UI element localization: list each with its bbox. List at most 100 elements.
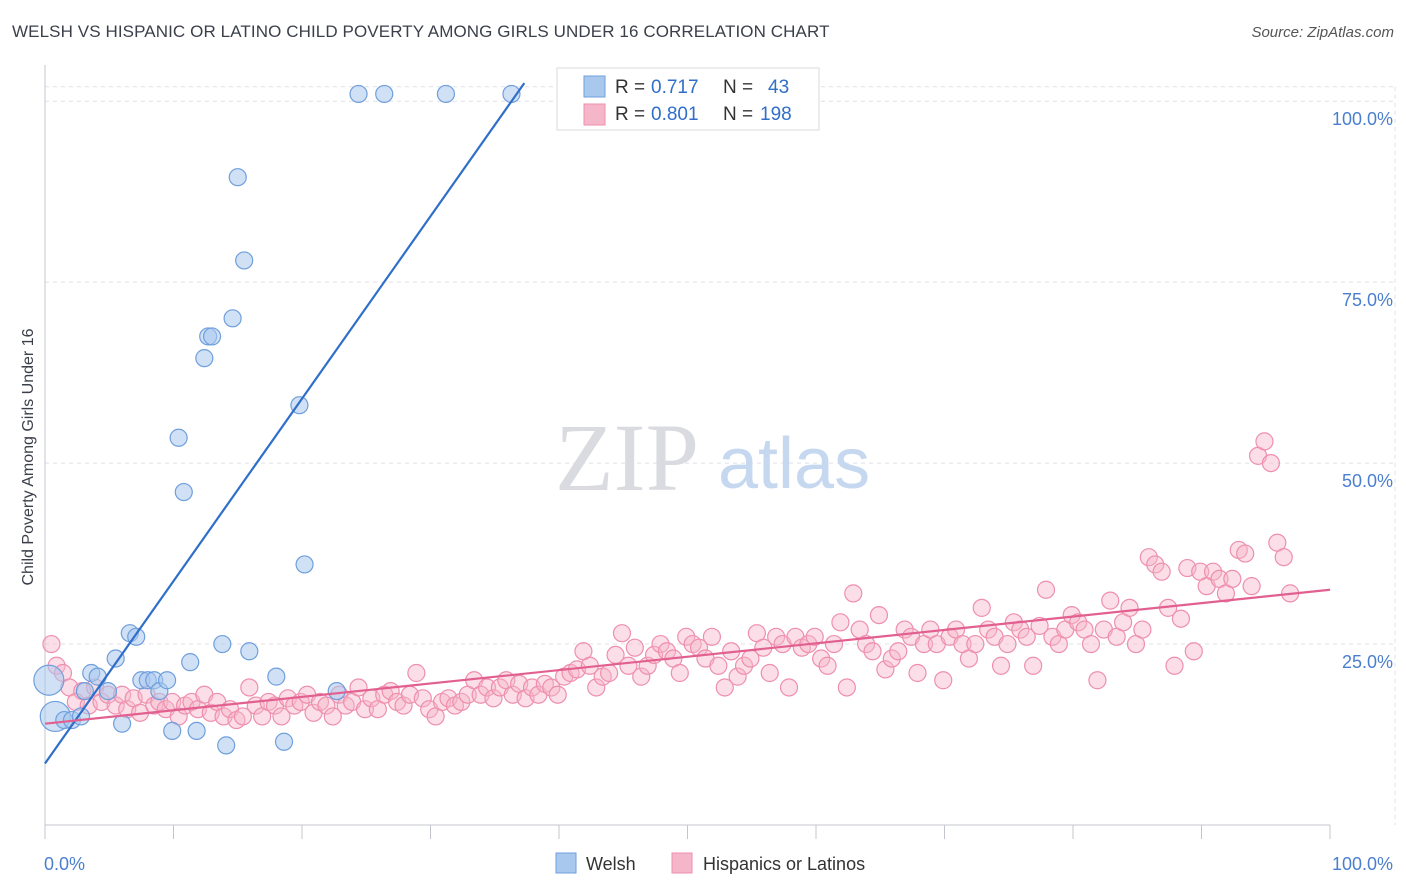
- hispanic-point: [863, 642, 882, 661]
- hispanic-point: [1152, 562, 1171, 581]
- hispanic-point: [908, 663, 927, 683]
- x-tick-label-min: 0.0%: [44, 854, 85, 874]
- welsh-point: [181, 653, 200, 672]
- hispanic-point: [779, 678, 799, 697]
- hispanic-point: [670, 663, 689, 683]
- hispanic-point: [452, 692, 471, 712]
- hispanic-point: [1088, 671, 1107, 690]
- hispanic-point: [317, 696, 336, 715]
- watermark-atlas: atlas: [718, 424, 870, 504]
- hispanic-trend-line: [44, 588, 1331, 725]
- chart-title: WELSH VS HISPANIC OR LATINO CHILD POVERT…: [12, 22, 830, 41]
- hispanic-point: [702, 627, 722, 646]
- trend-lines: [44, 82, 1331, 765]
- hispanic-point: [1139, 548, 1158, 567]
- source-credit: Source: ZipAtlas.com: [1251, 24, 1394, 41]
- hispanic-point: [812, 649, 831, 668]
- welsh-point: [327, 681, 346, 701]
- legend-swatch-welsh: [583, 75, 606, 98]
- watermark: ZIP atlas: [555, 404, 870, 511]
- welsh-point: [235, 251, 254, 270]
- legend-r-value-welsh: 0.717: [651, 77, 699, 98]
- x-tick-label-max: 100.0%: [1332, 854, 1393, 874]
- hispanic-point: [1017, 627, 1036, 646]
- hispanic-point: [1223, 569, 1242, 589]
- legend-n-value-welsh: 43: [768, 77, 789, 98]
- hispanic-point: [767, 627, 786, 646]
- welsh-trend-line: [44, 82, 526, 765]
- legend-swatch-hispanic: [583, 103, 606, 126]
- hispanic-point: [715, 678, 734, 697]
- welsh-point: [195, 349, 214, 368]
- hispanic-point: [934, 671, 953, 690]
- hispanic-point: [1165, 656, 1184, 675]
- hispanic-point: [625, 638, 644, 657]
- hispanic-point: [831, 613, 850, 632]
- hispanic-point: [1274, 548, 1293, 567]
- y-tick-label: 100.0%: [1332, 109, 1393, 129]
- hispanic-point: [824, 634, 844, 654]
- watermark-zip: ZIP: [555, 404, 699, 511]
- series-legend: Welsh Hispanics or Latinos: [555, 852, 865, 874]
- correlation-legend: R = 0.717 N = 43 R = 0.801 N = 198: [556, 67, 820, 131]
- welsh-point: [240, 642, 259, 661]
- hispanic-point: [1036, 580, 1056, 599]
- welsh-point: [33, 664, 65, 696]
- legend-r-label-hispanic: R =: [615, 104, 645, 125]
- hispanic-point: [240, 678, 259, 697]
- hispanic-point: [844, 584, 863, 603]
- legend-n-label-hispanic: N =: [723, 104, 753, 125]
- hispanic-point: [407, 663, 426, 683]
- hispanic-point: [889, 642, 908, 661]
- legend-r-value-hispanic: 0.801: [651, 104, 699, 125]
- welsh-point: [274, 732, 294, 751]
- welsh-point: [98, 681, 118, 701]
- hispanic-point: [1030, 616, 1049, 636]
- hispanic-point: [760, 663, 779, 683]
- welsh-point: [187, 721, 206, 741]
- hispanic-point: [272, 707, 291, 726]
- hispanic-point: [869, 605, 889, 625]
- hispanic-point: [818, 656, 837, 675]
- axes: 25.0% 50.0% 75.0% 100.0% 0.0% 100.0%: [44, 65, 1393, 874]
- welsh-point: [174, 482, 193, 502]
- hispanic-point: [233, 707, 252, 726]
- legend-r-label-welsh: R =: [615, 77, 645, 98]
- hispanic-point: [1133, 620, 1152, 639]
- welsh-point: [202, 327, 222, 346]
- hispanic-point: [1203, 562, 1223, 581]
- welsh-points: [33, 84, 521, 755]
- bottom-legend-welsh: Welsh: [586, 854, 636, 874]
- hispanic-point: [998, 634, 1017, 654]
- hispanic-point: [734, 656, 754, 675]
- hispanic-point: [1120, 598, 1139, 617]
- bottom-legend-swatch-hispanic: [671, 852, 693, 874]
- welsh-point: [217, 736, 236, 755]
- welsh-point: [75, 681, 94, 701]
- hispanic-points: [42, 432, 1300, 730]
- y-tick-label: 25.0%: [1342, 652, 1393, 672]
- hispanic-point: [612, 624, 632, 643]
- hispanic-point: [805, 627, 824, 646]
- y-tick-label: 75.0%: [1342, 290, 1393, 310]
- hispanic-point: [413, 689, 432, 708]
- hispanic-point: [1255, 432, 1274, 451]
- welsh-point: [349, 84, 368, 104]
- welsh-point: [163, 721, 182, 741]
- legend-n-label-welsh: N =: [723, 77, 753, 98]
- hispanic-point: [42, 634, 61, 654]
- hispanic-point: [677, 627, 696, 646]
- hispanic-point: [1242, 577, 1261, 596]
- hispanic-point: [106, 696, 125, 715]
- hispanic-point: [728, 667, 747, 686]
- hispanic-point: [632, 667, 651, 686]
- y-tick-label: 50.0%: [1342, 471, 1393, 491]
- bottom-legend-swatch-welsh: [555, 852, 577, 874]
- welsh-point: [157, 671, 177, 690]
- hispanic-point: [882, 649, 901, 668]
- hispanic-point: [394, 696, 413, 715]
- hispanic-point: [477, 678, 497, 697]
- hispanic-point: [857, 634, 876, 654]
- hispanic-point: [1171, 609, 1191, 628]
